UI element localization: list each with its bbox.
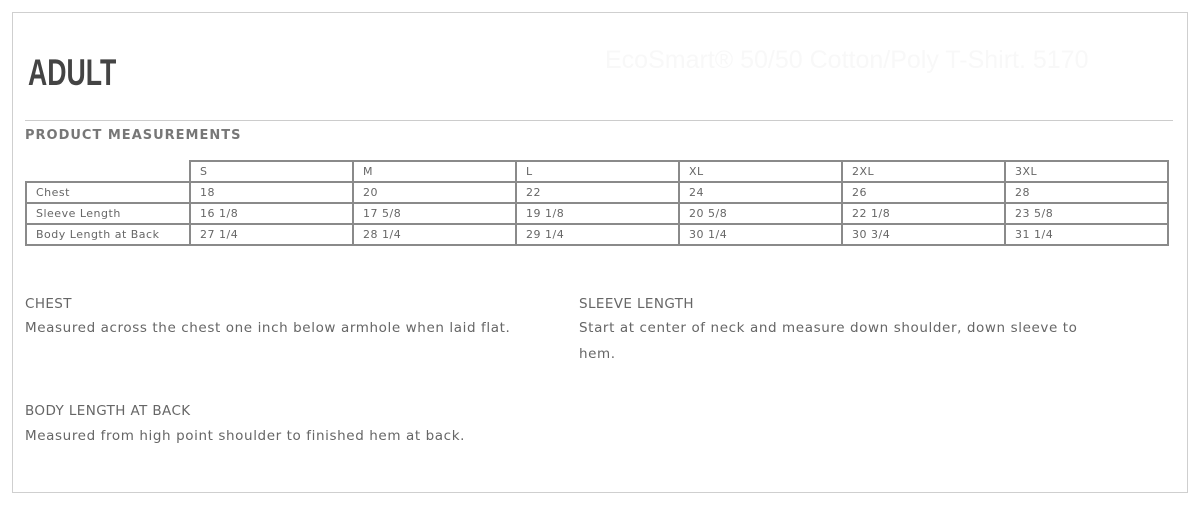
row-label: Sleeve Length — [25, 202, 191, 225]
page-title: ADULT — [28, 52, 117, 93]
cell: 18 — [189, 181, 354, 204]
definition-title-body-length: BODY LENGTH AT BACK — [25, 403, 191, 419]
definition-title-chest: CHEST — [25, 296, 72, 312]
cell: 30 3/4 — [841, 223, 1006, 246]
cell: 17 5/8 — [352, 202, 517, 225]
cell: 28 — [1004, 181, 1169, 204]
row-label: Body Length at Back — [25, 223, 191, 246]
cell: 28 1/4 — [352, 223, 517, 246]
cell: 22 1/8 — [841, 202, 1006, 225]
cell: 27 1/4 — [189, 223, 354, 246]
size-header: M — [352, 160, 517, 183]
table-row: Chest 18 20 22 24 26 28 — [25, 181, 1169, 204]
definition-text-body-length: Measured from high point shoulder to fin… — [25, 428, 466, 444]
size-header: 2XL — [841, 160, 1006, 183]
size-header: S — [189, 160, 354, 183]
empty-cell — [26, 161, 191, 183]
cell: 30 1/4 — [678, 223, 843, 246]
size-header: L — [515, 160, 680, 183]
cell: 26 — [841, 181, 1006, 204]
definition-text-sleeve: Start at center of neck and measure down… — [579, 320, 1078, 362]
row-label: Chest — [25, 181, 191, 204]
cell: 29 1/4 — [515, 223, 680, 246]
definition-text-chest: Measured across the chest one inch below… — [25, 320, 511, 336]
content-frame — [12, 12, 1188, 493]
product-title: EcoSmart® 50/50 Cotton/Poly T-Shirt. 517… — [605, 46, 1089, 74]
cell: 20 — [352, 181, 517, 204]
size-header: XL — [678, 160, 843, 183]
cell: 23 5/8 — [1004, 202, 1169, 225]
cell: 24 — [678, 181, 843, 204]
measurements-table: S M L XL 2XL 3XL Chest 18 20 22 24 26 28… — [25, 160, 1169, 246]
cell: 20 5/8 — [678, 202, 843, 225]
table-header-row: S M L XL 2XL 3XL — [26, 160, 1169, 183]
table-row: Sleeve Length 16 1/8 17 5/8 19 1/8 20 5/… — [25, 202, 1169, 225]
cell: 16 1/8 — [189, 202, 354, 225]
size-header: 3XL — [1004, 160, 1169, 183]
cell: 19 1/8 — [515, 202, 680, 225]
cell: 22 — [515, 181, 680, 204]
definition-title-sleeve: SLEEVE LENGTH — [579, 296, 694, 312]
divider — [25, 120, 1173, 121]
section-title: PRODUCT MEASUREMENTS — [25, 128, 242, 143]
cell: 31 1/4 — [1004, 223, 1169, 246]
table-row: Body Length at Back 27 1/4 28 1/4 29 1/4… — [25, 223, 1169, 246]
